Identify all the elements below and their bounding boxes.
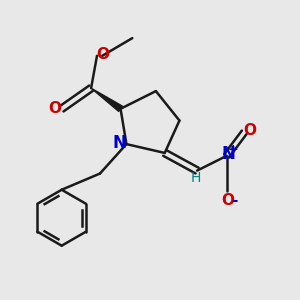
Polygon shape xyxy=(91,88,122,111)
Text: N: N xyxy=(112,134,126,152)
Text: N: N xyxy=(221,146,235,164)
Text: H: H xyxy=(190,171,201,185)
Text: +: + xyxy=(228,143,238,157)
Text: O: O xyxy=(96,47,110,62)
Text: O: O xyxy=(48,101,61,116)
Text: O: O xyxy=(244,123,256,138)
Text: O: O xyxy=(221,193,235,208)
Text: -: - xyxy=(231,193,237,208)
